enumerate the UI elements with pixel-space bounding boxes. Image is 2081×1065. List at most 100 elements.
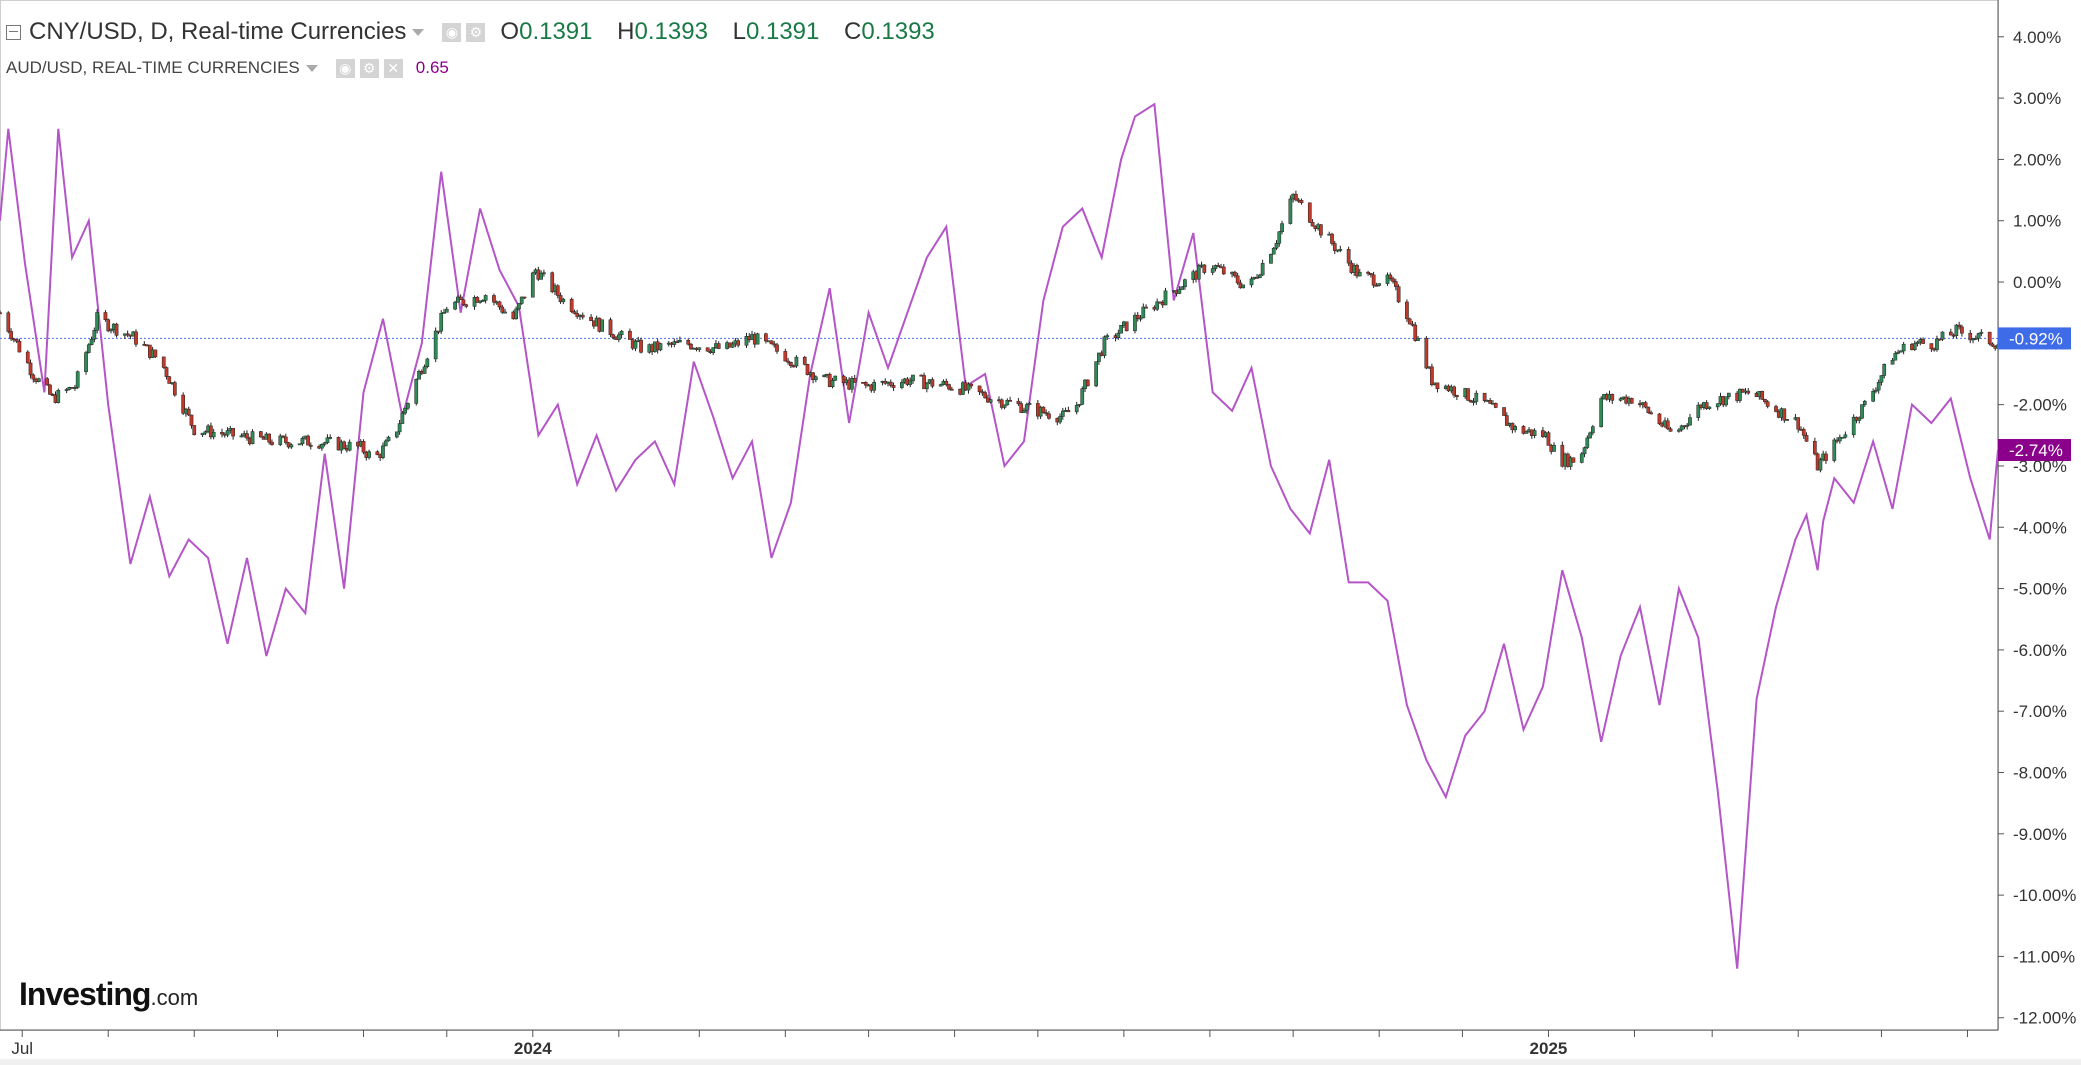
candle-body: [322, 442, 327, 445]
candle-body: [944, 380, 949, 385]
current-value-badge: [1998, 439, 2071, 462]
candle-body: [872, 381, 876, 391]
brand-suffix: .com: [150, 985, 199, 1010]
candle-body: [841, 375, 846, 384]
candle-body: [403, 407, 407, 414]
candle-body: [1837, 437, 1842, 442]
y-tick-label: -12.00%: [2013, 1009, 2076, 1028]
candle-body: [1163, 290, 1168, 306]
candle-body: [514, 308, 518, 320]
candle-body: [1726, 392, 1731, 397]
candle-body: [969, 383, 974, 387]
candle-body: [1430, 366, 1434, 386]
candle-body: [1649, 412, 1653, 415]
candle-body: [1774, 406, 1778, 412]
candle-body: [422, 366, 427, 374]
candle-body: [106, 319, 111, 332]
candle-body: [983, 392, 987, 399]
candle-body: [1024, 404, 1029, 411]
candle-body: [6, 312, 11, 332]
candle-body: [1760, 390, 1764, 400]
candle-body: [850, 378, 854, 390]
candle-body: [1388, 274, 1393, 279]
candle-body: [1893, 353, 1898, 361]
dropdown-caret-icon[interactable]: [412, 28, 425, 36]
candle-body: [1413, 324, 1418, 341]
candle-body: [209, 425, 213, 438]
candle-body: [28, 362, 33, 376]
candle-body: [966, 383, 971, 391]
candle-body: [852, 378, 857, 383]
candle-body: [1704, 402, 1709, 409]
candle-body: [1105, 335, 1110, 338]
candle-body: [1058, 416, 1062, 423]
candle-body: [1260, 263, 1265, 276]
cny-usd-candles: [0, 190, 2000, 473]
candle-body: [555, 285, 560, 296]
low-value: 0.1391: [745, 18, 820, 45]
candle-body: [1782, 408, 1787, 421]
candle-body: [1912, 343, 1917, 350]
close-label: C: [844, 18, 862, 45]
y-tick-label: 0.00%: [2013, 273, 2061, 292]
gear-icon[interactable]: ⚙: [359, 58, 379, 78]
candle-body: [75, 371, 80, 388]
candle-body: [1155, 301, 1160, 310]
candle-body: [949, 388, 954, 391]
candle-body: [686, 340, 691, 345]
collapse-icon[interactable]: [6, 24, 21, 40]
candle-body: [1940, 331, 1945, 340]
compare-series-value: 0.65: [415, 58, 449, 77]
y-tick-label: -11.00%: [2013, 947, 2075, 966]
candle-body: [1851, 416, 1856, 436]
candle-body: [705, 347, 710, 352]
y-tick-label: 4.00%: [2013, 28, 2061, 47]
candle-body: [900, 381, 904, 388]
candle-body: [908, 380, 913, 385]
candle-body: [1135, 314, 1140, 320]
candle-body: [1280, 223, 1284, 233]
close-icon[interactable]: ✕: [383, 58, 403, 78]
candle-body: [744, 336, 749, 346]
candle-body: [1715, 403, 1720, 408]
candle-body: [1688, 417, 1692, 426]
candle-body: [1921, 339, 1925, 344]
candle-body: [239, 435, 244, 438]
candle-body: [783, 351, 788, 362]
candle-body: [775, 344, 779, 352]
candle-body: [1357, 271, 1362, 277]
main-series-legend: CNY/USD, D, Real-time Currencies ◉ ⚙ O0.…: [6, 12, 953, 52]
candle-body: [250, 431, 255, 445]
candle-body: [1646, 406, 1651, 414]
candle-body: [1138, 317, 1143, 320]
dropdown-caret-icon[interactable]: [305, 64, 318, 72]
candle-body: [822, 374, 827, 378]
candle-body: [394, 431, 399, 438]
candle-body: [1960, 326, 1964, 334]
candle-body: [1468, 400, 1473, 403]
candle-body: [1216, 265, 1221, 267]
eye-icon[interactable]: ◉: [442, 22, 462, 42]
eye-icon[interactable]: ◉: [335, 58, 355, 78]
candle-body: [375, 451, 380, 456]
y-tick-label: 3.00%: [2013, 89, 2061, 108]
candle-body: [1665, 420, 1670, 430]
candle-body: [1177, 289, 1182, 294]
candle-body: [1435, 382, 1440, 390]
candle-body: [519, 296, 524, 304]
candle-body: [1474, 392, 1479, 402]
candle-body: [1332, 243, 1337, 251]
candle-body: [517, 303, 521, 310]
candle-body: [1002, 404, 1007, 408]
candle-body: [1738, 388, 1742, 401]
candle-body: [1022, 409, 1026, 413]
candle-body: [1513, 426, 1518, 431]
plot-frame: [0, 0, 1999, 1031]
gear-icon[interactable]: ⚙: [466, 22, 486, 42]
candle-body: [1813, 441, 1817, 455]
candle-body: [814, 376, 818, 381]
candle-body: [1929, 343, 1934, 350]
candle-body: [1274, 243, 1279, 249]
candle-body: [1582, 447, 1587, 455]
